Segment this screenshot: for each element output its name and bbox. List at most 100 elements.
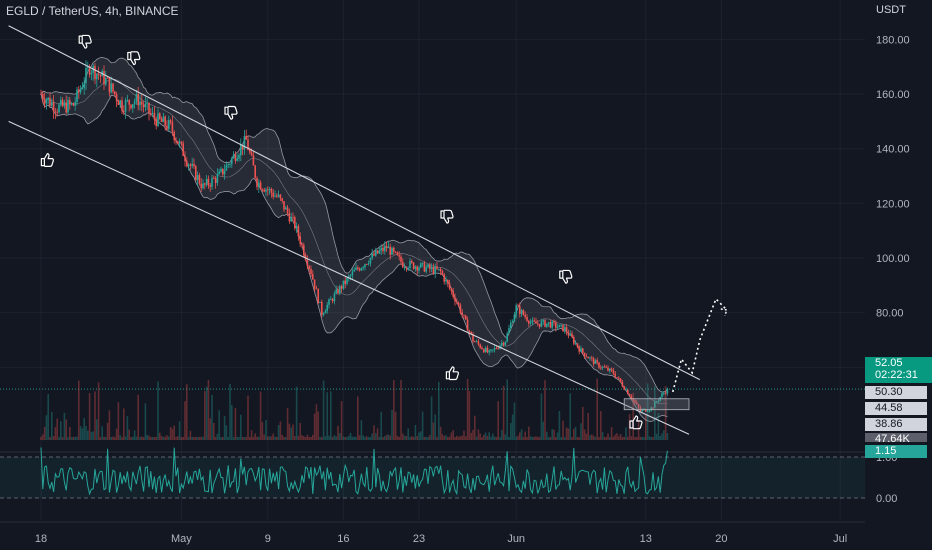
candle (348, 276, 350, 278)
volume-bar (254, 433, 256, 440)
candle (621, 382, 624, 387)
volume-bar (252, 436, 255, 440)
volume-bar (504, 434, 507, 440)
symbol-title[interactable]: EGLD / TetherUS, 4h, BINANCE (6, 4, 179, 18)
candle (96, 73, 98, 80)
candle (342, 280, 345, 289)
candle (405, 267, 408, 269)
volume-bar (654, 386, 656, 440)
candle (247, 139, 249, 150)
volume-bar (146, 434, 148, 440)
candle (349, 275, 352, 277)
thumbs-down-shape (127, 51, 141, 66)
volume-bar (124, 436, 127, 440)
volume-bar (198, 436, 201, 440)
trend-channel[interactable] (8, 25, 701, 435)
volume-bar (472, 429, 474, 440)
candle (393, 247, 395, 252)
volume-bar (128, 429, 130, 440)
volume-bar (103, 436, 105, 440)
volume-bar (562, 420, 564, 440)
candle (376, 250, 379, 254)
price-tick-label: 80.00 (876, 308, 904, 320)
support-zone[interactable] (623, 398, 690, 411)
volume-bar (418, 432, 420, 440)
volume-bar (182, 436, 184, 440)
volume-bar (571, 436, 573, 440)
volume-bar (394, 411, 397, 440)
candle (540, 321, 543, 327)
volume-bar (234, 407, 237, 440)
candle (261, 189, 264, 191)
candle (591, 357, 593, 359)
candle (375, 250, 377, 256)
candle (292, 216, 294, 218)
candle (173, 131, 175, 140)
candle (648, 410, 651, 412)
candle (42, 94, 44, 100)
volume-bar (450, 432, 453, 440)
candle (74, 102, 76, 106)
candle (520, 310, 523, 314)
candle (297, 226, 300, 237)
candle (283, 201, 285, 210)
candle (546, 323, 548, 327)
candle (508, 328, 510, 334)
candle (529, 321, 532, 324)
time-axis[interactable]: 18 May 9 16 23 Jun 13 20 Jul (0, 521, 865, 545)
volume-bar (342, 436, 345, 440)
volume-bar (483, 434, 485, 440)
candle (560, 324, 562, 326)
volume-bar (501, 430, 503, 440)
volume-bar (598, 436, 600, 440)
candle (268, 189, 271, 191)
candle (330, 299, 332, 300)
annotation-icons[interactable] (40, 34, 643, 430)
volume-bar (641, 436, 643, 440)
candle (578, 346, 580, 352)
volume-bar (378, 436, 381, 440)
volume-bar (520, 429, 523, 440)
volume-bar (79, 426, 82, 440)
candle (337, 289, 339, 294)
candle (585, 356, 588, 358)
candle (150, 113, 152, 114)
volume-bar (69, 426, 71, 440)
volume-bar (457, 436, 460, 440)
candle (663, 392, 665, 394)
volume-bar (87, 430, 89, 440)
volume-bar (191, 436, 193, 440)
volume-bar (250, 430, 253, 440)
candle (411, 260, 413, 263)
volume-bar (322, 380, 325, 440)
volume-bar (445, 435, 447, 440)
volume-bar (416, 436, 418, 440)
volume-bar (105, 436, 107, 440)
volume-bar (447, 436, 449, 440)
projection-path[interactable] (672, 297, 728, 393)
candle (153, 112, 156, 120)
candle (254, 165, 256, 178)
volume-bar (508, 436, 510, 440)
volume-bar (40, 436, 42, 440)
volume-bar (627, 436, 629, 440)
price-axis[interactable]: 180.00160.00140.00120.00100.0080.0060.00… (865, 0, 932, 520)
volume-bar (178, 421, 181, 440)
volume-bar (171, 428, 174, 440)
candle (301, 244, 303, 245)
volume-bar (159, 432, 161, 440)
volume-bar (555, 436, 557, 440)
candle (537, 323, 539, 325)
volume-bar (522, 436, 525, 440)
volume-bar (245, 436, 247, 440)
volume-bar (283, 436, 285, 440)
candle (249, 149, 251, 153)
volume-bar (360, 420, 363, 440)
time-tick-label: 23 (413, 533, 425, 545)
volume-bar (295, 386, 298, 440)
label-38-86: 38.86 (865, 418, 927, 431)
volume-bar (81, 428, 84, 440)
volume-bar (648, 436, 651, 440)
volume-bar (502, 385, 505, 440)
